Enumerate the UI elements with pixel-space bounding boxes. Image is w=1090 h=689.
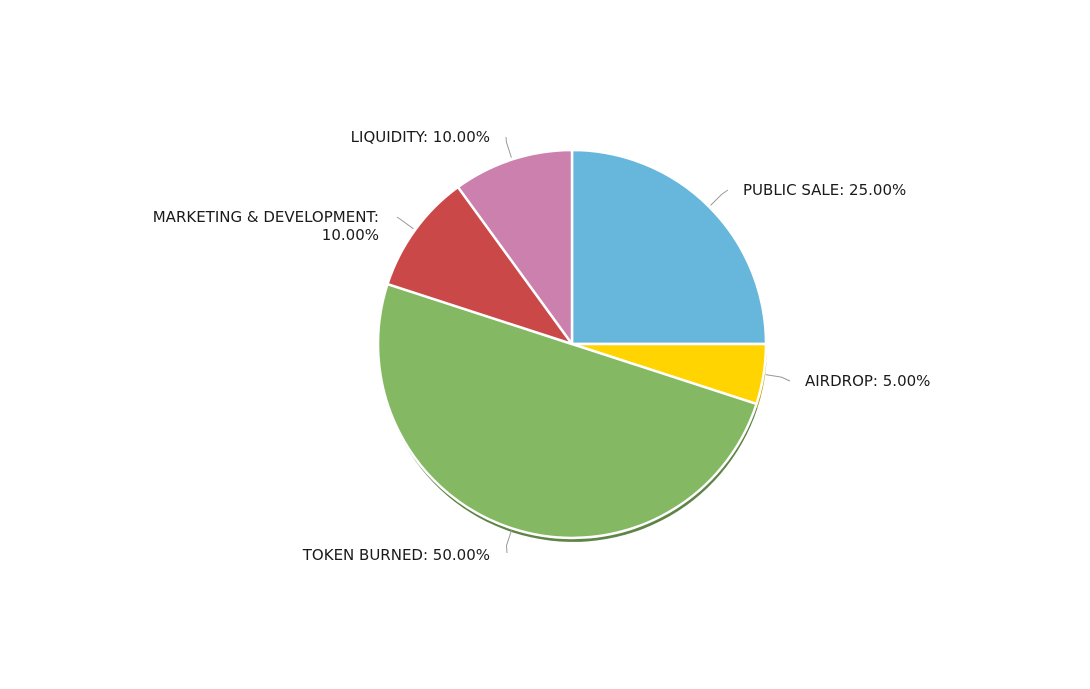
slice-labels: PUBLIC SALE: 25.00% AIRDROP: 5.00% TOKEN B…	[153, 128, 931, 564]
slice-label: LIQUIDITY: 10.00%	[351, 128, 490, 146]
pie-slice-token-burned[interactable]	[376, 282, 758, 540]
slice-label-line: MARKETING & DEVELOPMENT:	[153, 208, 379, 226]
slice-label: AIRDROP: 5.00%	[805, 372, 930, 390]
slice-label: TOKEN BURNED: 50.00%	[302, 546, 490, 564]
pie-slice-public-sale[interactable]	[570, 148, 768, 346]
pie-slices	[376, 148, 768, 540]
leader-line	[710, 189, 729, 206]
leader-line	[505, 530, 512, 554]
pie-slice-liquidity[interactable]	[456, 148, 574, 346]
leader-line	[505, 136, 512, 158]
slice-label-line: 10.00%	[322, 226, 379, 244]
slice-label: MARKETING & DEVELOPMENT: 10.00%	[153, 208, 379, 244]
pie-slice-marketing-development[interactable]	[386, 185, 574, 346]
leader-line	[396, 216, 414, 230]
leader-lines	[396, 136, 791, 554]
slice-label: PUBLIC SALE: 25.00%	[743, 181, 906, 199]
leader-line	[765, 374, 791, 382]
